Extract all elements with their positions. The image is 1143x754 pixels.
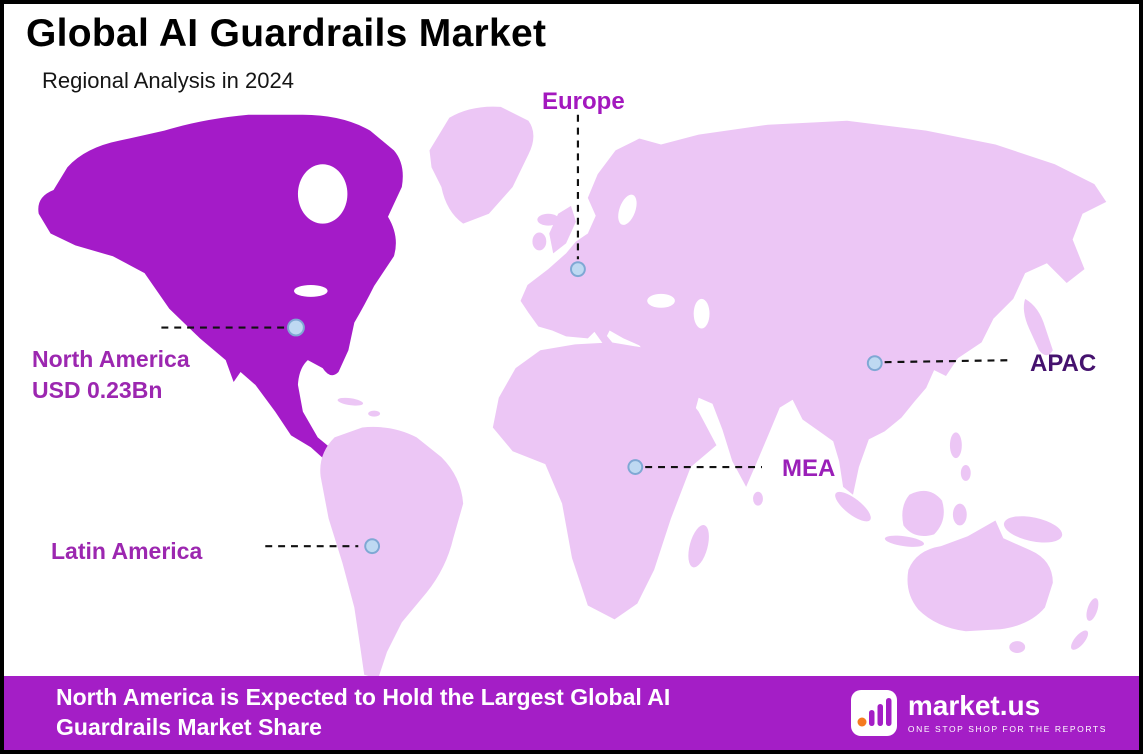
marker-mea bbox=[627, 459, 644, 475]
japan-shape bbox=[1023, 298, 1053, 356]
leader-line-apac bbox=[884, 359, 1012, 364]
region-north-america-shape bbox=[38, 114, 403, 466]
region-label-mea: MEA bbox=[782, 455, 836, 482]
italy-shape bbox=[587, 312, 616, 351]
iceland-shape bbox=[537, 213, 560, 226]
region-label-apac: APAC bbox=[1030, 350, 1097, 377]
great-lakes bbox=[293, 284, 328, 297]
world-map bbox=[38, 106, 1107, 679]
hudson-bay bbox=[297, 164, 348, 224]
caribbean-islands bbox=[337, 397, 381, 417]
southeast-asia-islands bbox=[835, 432, 1063, 547]
uk-shape bbox=[549, 205, 576, 254]
marker-europe bbox=[570, 261, 586, 278]
region-africa-shape bbox=[492, 342, 717, 620]
page-title: Global AI Guardrails Market bbox=[26, 12, 547, 55]
region-label-latin-america: Latin America bbox=[51, 538, 203, 564]
brand-tagline: ONE STOP SHOP FOR THE REPORTS bbox=[907, 724, 1107, 734]
region-australia-shape bbox=[907, 520, 1053, 632]
ireland-shape bbox=[532, 232, 547, 251]
brand-name: market.us bbox=[907, 690, 1041, 721]
madagascar-shape bbox=[688, 525, 709, 568]
marker-latin-america bbox=[364, 538, 381, 555]
tasmania-shape bbox=[1009, 641, 1026, 654]
marker-apac bbox=[866, 355, 883, 372]
market-us-logo-icon bbox=[850, 690, 897, 736]
marker-north-america bbox=[287, 318, 305, 337]
region-label-north-america-name: North America bbox=[32, 346, 190, 372]
brand-logo-text: market.us ONE STOP SHOP FOR THE REPORTS bbox=[907, 690, 1107, 735]
brand-logo: market.us ONE STOP SHOP FOR THE REPORTS bbox=[850, 690, 1107, 736]
page-subtitle: Regional Analysis in 2024 bbox=[42, 68, 294, 93]
region-south-america-shape bbox=[320, 426, 464, 679]
region-label-europe: Europe bbox=[542, 88, 625, 115]
banner-text: North America is Expected to Hold the La… bbox=[56, 684, 671, 740]
new-zealand-shapes bbox=[1071, 598, 1099, 650]
region-greenland-shape bbox=[429, 106, 534, 224]
sri-lanka-shape bbox=[753, 491, 763, 506]
caspian-sea bbox=[693, 298, 710, 329]
baltic-sea bbox=[618, 194, 637, 225]
black-sea bbox=[647, 293, 675, 308]
region-label-north-america: North America USD 0.23Bn bbox=[32, 344, 190, 406]
region-value-north-america: USD 0.23Bn bbox=[32, 377, 163, 404]
bottom-banner: North America is Expected to Hold the La… bbox=[4, 676, 1139, 750]
